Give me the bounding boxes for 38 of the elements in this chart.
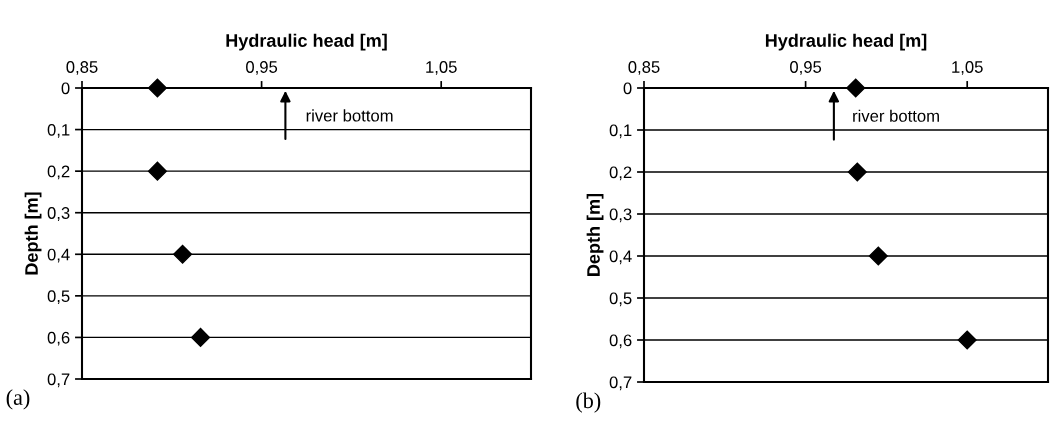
y-tick-label: 0	[623, 82, 632, 95]
y-tick-label: 0,4	[47, 248, 70, 263]
y-tick-label: 0	[61, 82, 70, 95]
y-tick-label: 0,5	[609, 292, 632, 307]
point	[147, 78, 167, 98]
y-tick-label: 0,3	[47, 207, 70, 221]
y-tick-label: 0,4	[609, 250, 632, 265]
y-tick-label: 0,1	[47, 123, 70, 138]
x-tick-label: 0,85	[66, 61, 98, 75]
y-tick-label: 0,7	[47, 373, 70, 388]
y-axis-title: Depth [m]	[586, 193, 604, 276]
annotation: river bottom	[853, 109, 939, 122]
y-axis-title: Depth [m]	[24, 192, 42, 275]
y-tick-label: 0,1	[609, 124, 632, 139]
point	[957, 330, 977, 350]
x-axis-title: Hydraulic head [m]	[226, 33, 387, 51]
x-tick-label: 0,85	[628, 61, 660, 75]
x-tick-label: 0,95	[246, 61, 278, 75]
y-tick-label: 0,3	[609, 208, 632, 223]
x-tick-label: 1,05	[952, 61, 983, 75]
point	[173, 244, 193, 264]
text: (a)	[6, 389, 30, 410]
y-tick-label: 0,2	[609, 166, 632, 181]
annotation: river bottom	[306, 109, 393, 122]
y-tick-label: 0,5	[47, 290, 70, 305]
point	[847, 162, 867, 182]
x-tick-label: 1,05	[426, 61, 457, 75]
point	[191, 327, 211, 347]
y-tick-label: 0,7	[609, 376, 632, 391]
text: (b)	[576, 392, 601, 413]
point	[846, 78, 866, 98]
point	[868, 246, 888, 266]
y-tick-label: 0,6	[609, 334, 632, 349]
point	[147, 161, 167, 181]
x-tick-label: 0,95	[790, 61, 822, 75]
x-axis-title: Hydraulic head [m]	[765, 33, 927, 51]
y-tick-label: 0,2	[47, 165, 70, 180]
y-tick-label: 0,6	[47, 331, 70, 346]
